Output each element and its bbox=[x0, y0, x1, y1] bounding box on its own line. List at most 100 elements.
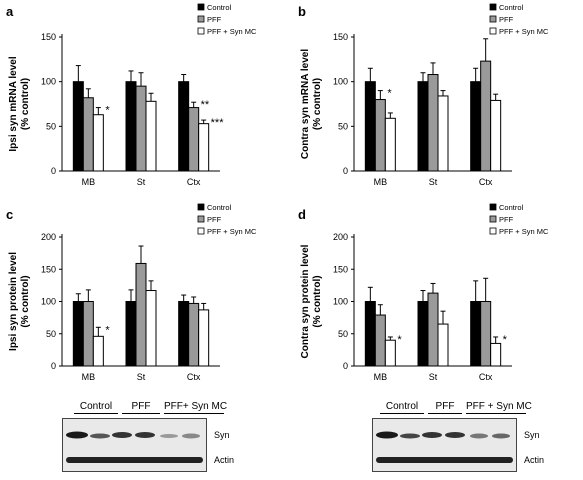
legend-swatch bbox=[197, 215, 205, 223]
bar bbox=[72, 81, 84, 172]
bar bbox=[417, 301, 429, 367]
y-tick-label: 200 bbox=[41, 232, 56, 242]
x-tick-label: St bbox=[429, 372, 438, 382]
significance-label: * bbox=[397, 334, 402, 346]
legend-label: Control bbox=[207, 3, 232, 12]
legend-label: PFF bbox=[499, 15, 514, 24]
bar bbox=[82, 301, 94, 367]
bar bbox=[427, 74, 439, 172]
x-tick-label: MB bbox=[82, 177, 96, 187]
blot-lane-label: PFF+ Syn MC bbox=[164, 401, 228, 414]
blot-lane-label: PFF bbox=[122, 401, 160, 414]
bar bbox=[470, 301, 482, 367]
panel-label-d: d bbox=[298, 207, 306, 222]
legend-swatch bbox=[197, 27, 205, 35]
y-tick-label: 100 bbox=[333, 77, 348, 87]
bar bbox=[364, 301, 376, 367]
y-axis-label: (% control) bbox=[312, 275, 323, 327]
legend-label: PFF bbox=[207, 15, 222, 24]
bar bbox=[82, 97, 94, 172]
bar bbox=[125, 301, 137, 367]
y-axis-label: (% control) bbox=[312, 78, 323, 130]
bar bbox=[437, 95, 449, 172]
blot-lane-label: Control bbox=[74, 401, 118, 414]
blot-lane-label: PFF + Syn MC bbox=[466, 401, 532, 414]
bar bbox=[198, 309, 210, 367]
y-axis-label: (% control) bbox=[20, 275, 31, 327]
panel-label-c: c bbox=[6, 207, 14, 222]
bar bbox=[198, 123, 210, 172]
y-tick-label: 50 bbox=[338, 121, 348, 131]
x-tick-label: St bbox=[137, 372, 146, 382]
legend-swatch bbox=[489, 27, 497, 35]
y-tick-label: 50 bbox=[338, 329, 348, 339]
y-tick-label: 100 bbox=[41, 77, 56, 87]
legend-label: PFF bbox=[207, 215, 222, 224]
y-tick-label: 50 bbox=[46, 329, 56, 339]
y-tick-label: 200 bbox=[333, 232, 348, 242]
bar bbox=[384, 339, 396, 367]
y-tick-label: 0 bbox=[51, 166, 56, 176]
y-tick-label: 0 bbox=[343, 361, 348, 371]
bar bbox=[178, 301, 190, 367]
bar bbox=[374, 314, 386, 367]
x-tick-label: Ctx bbox=[187, 372, 201, 382]
significance-label: ** bbox=[201, 99, 210, 111]
bar bbox=[427, 292, 439, 367]
bar bbox=[188, 302, 200, 367]
y-tick-label: 100 bbox=[333, 297, 348, 307]
panel-label-a: a bbox=[6, 4, 14, 19]
y-tick-label: 0 bbox=[51, 361, 56, 371]
chart-panel-a: Ipsi syn mRNA level (% control) 0 50 100 150 M… bbox=[8, 3, 257, 187]
bar bbox=[374, 99, 386, 172]
y-axis-label: (% control) bbox=[20, 78, 31, 130]
legend-label: Control bbox=[499, 3, 524, 12]
bar bbox=[417, 81, 429, 172]
bar bbox=[437, 323, 449, 367]
legend-swatch bbox=[489, 3, 497, 11]
blot-band-label-syn: Syn bbox=[524, 430, 540, 440]
blot-bands-c bbox=[66, 431, 203, 463]
y-tick-label: 150 bbox=[41, 32, 56, 42]
panel-label-b: b bbox=[298, 4, 306, 19]
chart-panel-d: Contra syn protein level (% control) 0 50 10… bbox=[300, 203, 549, 382]
y-axis-label: Ipsi syn protein level bbox=[8, 252, 19, 351]
legend-swatch bbox=[197, 227, 205, 235]
significance-label: * bbox=[387, 88, 392, 100]
blot-bands-d bbox=[376, 431, 513, 463]
bar bbox=[145, 100, 157, 172]
blot-lanes-d: Control PFF PFF + Syn MC bbox=[380, 401, 532, 414]
significance-label: * bbox=[503, 334, 508, 346]
legend-swatch bbox=[489, 203, 497, 211]
legend-label: PFF + Syn MC bbox=[499, 27, 549, 36]
chart-panel-c: Ipsi syn protein level (% control) 0 50 100 1… bbox=[8, 203, 257, 382]
bar bbox=[490, 99, 502, 172]
x-tick-label: Ctx bbox=[187, 177, 201, 187]
bar bbox=[125, 81, 137, 172]
legend-swatch bbox=[489, 15, 497, 23]
legend-label: PFF + Syn MC bbox=[499, 227, 549, 236]
y-axis-label: Contra syn mRNA level bbox=[300, 49, 311, 159]
bar bbox=[490, 342, 502, 367]
y-tick-label: 100 bbox=[41, 297, 56, 307]
bar bbox=[470, 81, 482, 172]
bar bbox=[188, 107, 200, 172]
legend-swatch bbox=[197, 15, 205, 23]
x-tick-label: Ctx bbox=[479, 177, 493, 187]
y-axis-label: Ipsi syn mRNA level bbox=[8, 56, 19, 151]
bar bbox=[384, 117, 396, 172]
x-tick-label: MB bbox=[82, 372, 96, 382]
bar bbox=[92, 335, 104, 367]
western-blot-image-c bbox=[62, 418, 207, 472]
x-tick-label: Ctx bbox=[479, 372, 493, 382]
western-blot-image-d bbox=[372, 418, 517, 472]
legend-swatch bbox=[197, 203, 205, 211]
significance-label: * bbox=[105, 324, 110, 336]
blot-band-label-actin: Actin bbox=[214, 455, 235, 465]
legend-swatch bbox=[489, 215, 497, 223]
x-tick-label: MB bbox=[374, 372, 388, 382]
x-tick-label: St bbox=[429, 177, 438, 187]
y-tick-label: 150 bbox=[333, 32, 348, 42]
x-tick-label: MB bbox=[374, 177, 388, 187]
bar bbox=[480, 60, 492, 172]
